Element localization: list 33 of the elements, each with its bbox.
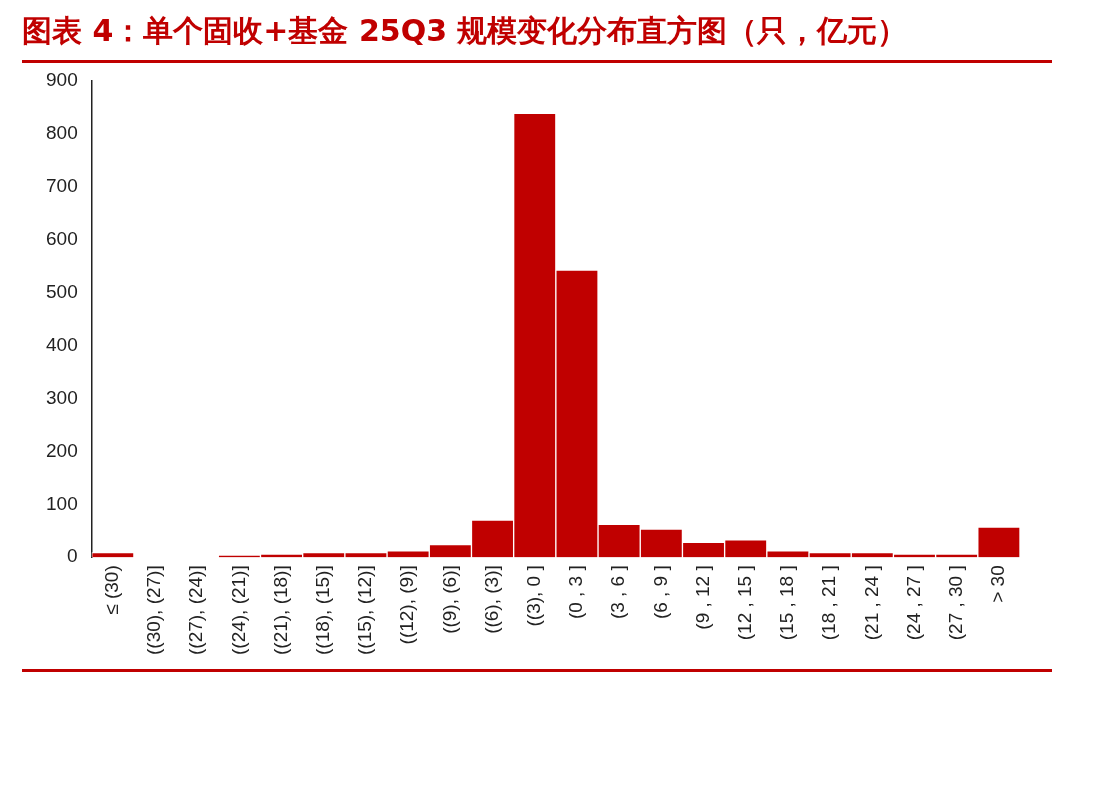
x-tick-label: (18 , 21 ] bbox=[818, 565, 840, 641]
x-tick-label: ((24), (21)] bbox=[227, 565, 249, 656]
x-tick-label: ((9), (6)] bbox=[438, 565, 460, 634]
y-tick-label: 400 bbox=[46, 333, 78, 355]
x-tick-label: ((6), (3)] bbox=[480, 565, 502, 634]
x-tick-label: (24 , 27 ] bbox=[902, 565, 924, 641]
x-tick-label: (3 , 6 ] bbox=[607, 565, 629, 620]
x-tick-label: ((21), (18)] bbox=[269, 565, 291, 656]
x-tick-label: ((3), 0 ] bbox=[522, 565, 544, 627]
x-tick-label: ((15), (12)] bbox=[354, 565, 376, 656]
x-tick-label: ≤ (30) bbox=[101, 565, 123, 615]
y-tick-label: 100 bbox=[46, 492, 78, 514]
x-tick-label: (15 , 18 ] bbox=[776, 565, 798, 641]
x-tick-label: (0 , 3 ] bbox=[565, 565, 587, 620]
y-tick-label: 0 bbox=[67, 545, 78, 567]
x-tick-label: (6 , 9 ] bbox=[649, 565, 671, 620]
x-tick-label: ((12), (9)] bbox=[396, 565, 418, 645]
y-tick-label: 900 bbox=[46, 68, 78, 90]
x-tick-label: (9 , 12 ] bbox=[691, 565, 713, 630]
y-tick-label: 800 bbox=[46, 121, 78, 143]
y-tick-label: 500 bbox=[46, 280, 78, 302]
y-tick-label: 600 bbox=[46, 227, 78, 249]
y-tick-label: 300 bbox=[46, 386, 78, 408]
x-tick-label: ((18), (15)] bbox=[312, 565, 334, 656]
chart-title: 图表 4：单个固收+基金 25Q3 规模变化分布直方图（只，亿元） bbox=[22, 8, 1052, 63]
x-tick-label: ((30), (27)] bbox=[143, 565, 165, 656]
x-tick-label: ((27), (24)] bbox=[185, 565, 207, 656]
x-tick-label: > 30 bbox=[987, 565, 1009, 603]
y-tick-label: 200 bbox=[46, 439, 78, 461]
x-tick-label: (21 , 24 ] bbox=[860, 565, 882, 641]
x-tick-label: (12 , 15 ] bbox=[733, 565, 755, 641]
y-tick-label: 700 bbox=[46, 174, 78, 196]
x-tick-label: (27 , 30 ] bbox=[944, 565, 966, 641]
